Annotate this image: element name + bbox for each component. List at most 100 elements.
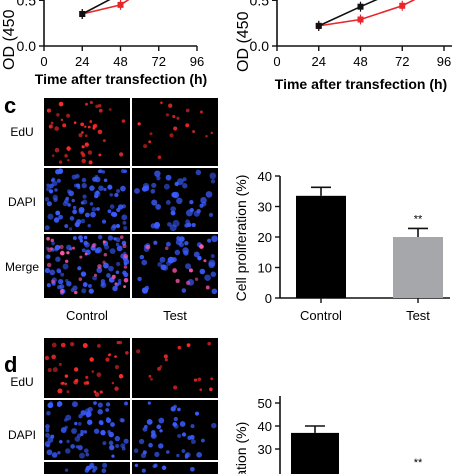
merge-test-pink-cell	[203, 259, 207, 263]
merge-test-cell	[165, 241, 171, 247]
merge-control-cell	[62, 263, 69, 270]
dapi-control-cell	[44, 197, 50, 202]
merge-test-cell	[141, 287, 149, 294]
d-edu-test-cell	[193, 378, 198, 382]
edu-control-cell	[102, 139, 106, 143]
merge-test-cell	[199, 268, 206, 275]
merge-control-cell	[77, 266, 82, 271]
merge-test-cell	[211, 288, 218, 295]
d-dapi-control-cell	[75, 445, 79, 449]
edu-test-cell	[172, 114, 176, 119]
merge-control-cell	[108, 265, 114, 272]
dapi-test-cell	[134, 188, 140, 194]
merge-control-pink-cell	[97, 264, 102, 269]
merge-control-cell	[81, 288, 87, 294]
merge-control-cell	[107, 235, 114, 241]
d-dapi-control-cell	[71, 401, 78, 408]
merge-test-pink-cell	[145, 244, 151, 250]
bar-d-ytick-label: 40	[258, 419, 272, 434]
edu-control-cell	[73, 121, 77, 124]
dapi-control-cell	[64, 224, 69, 228]
d-dapi-test-cell	[144, 424, 148, 429]
edu-control-cell	[54, 126, 60, 131]
merge-control-cell	[49, 269, 56, 276]
d-dapi-test-cell	[148, 442, 153, 448]
edu-control-cell	[81, 145, 85, 149]
edu-control-cell	[64, 154, 68, 158]
d-dapi-control-cell	[57, 451, 61, 455]
merge-test-pink-cell	[172, 268, 177, 273]
d-dapi-control-cell	[45, 428, 50, 433]
d-edu-control-cell	[57, 388, 63, 394]
d-merge-test-cell	[152, 464, 157, 469]
merge-test-cell	[207, 238, 212, 243]
row-label-merge-c: Merge	[5, 260, 39, 274]
d-dapi-control-cell	[108, 440, 114, 446]
dapi-test-cell	[184, 223, 189, 228]
merge-control-pink-cell	[84, 252, 88, 256]
dapi-control-cell	[89, 202, 94, 206]
merge-control-cell	[109, 278, 113, 282]
merge-control-cell	[46, 254, 51, 259]
d-edu-control-cell	[107, 353, 111, 357]
d-edu-test-cell	[209, 387, 213, 392]
merge-test-cell	[210, 253, 215, 259]
edu-control-cell	[58, 160, 63, 164]
dapi-test-cell	[174, 181, 179, 187]
d-dapi-test-cell	[196, 451, 202, 458]
merge-control-cell	[109, 248, 116, 255]
microscopy-grid-d: EdU DAPI	[8, 338, 218, 474]
merge-test-cell	[185, 263, 192, 270]
d-dapi-test-cell	[158, 417, 165, 424]
merge-control-pink-cell	[123, 265, 128, 269]
merge-test-pink-cell	[175, 278, 180, 283]
bar-d-ytick-label: 50	[258, 396, 272, 411]
d-edu-control-cell	[99, 390, 103, 394]
d-dapi-test-cell	[146, 419, 153, 425]
d-dapi-test-cell	[194, 411, 200, 416]
d-dapi-control-cell	[84, 448, 89, 454]
merge-control-pink-cell	[114, 282, 118, 286]
col-label-test-c: Test	[163, 308, 187, 323]
merge-control-cell	[117, 281, 122, 286]
d-dapi-control-cell	[108, 444, 115, 451]
merge-test-cell	[153, 240, 158, 245]
d-dapi-control-cell	[86, 414, 90, 418]
bar-d-ytick-label: 30	[258, 442, 272, 457]
d-dapi-test-cell	[173, 416, 178, 422]
merge-test-cell	[193, 251, 200, 258]
dapi-test-cell	[191, 222, 196, 228]
edu-control-cell	[89, 100, 93, 105]
dapi-test-cell	[151, 182, 157, 188]
dapi-test-cell	[154, 170, 161, 177]
d-edu-control-cell	[74, 378, 79, 383]
d-merge-control-cell	[101, 468, 107, 474]
edu-test-cell	[160, 101, 163, 104]
growth-right-xtick-label: 48	[353, 54, 367, 69]
edu-control-cell	[56, 113, 60, 117]
dapi-test-cell	[171, 192, 177, 198]
merge-control-cell	[113, 237, 117, 241]
panel-c-letter: c	[4, 93, 16, 118]
dapi-control-cell	[107, 209, 112, 214]
d-edu-test-cell	[207, 341, 211, 346]
dapi-control-cell	[116, 189, 121, 193]
growth-right-ytick-label: 0.5	[250, 0, 270, 8]
edu-test-cell	[199, 110, 203, 114]
dapi-control-cell	[71, 174, 77, 180]
merge-test-pink-cell	[199, 244, 204, 249]
dapi-test-cell	[205, 191, 213, 198]
bar-c-significance: **	[414, 213, 423, 225]
dapi-control-cell	[53, 217, 60, 223]
merge-control-cell	[70, 288, 75, 292]
dapi-control-cell	[55, 210, 61, 216]
edu-test-cell	[169, 133, 174, 138]
dapi-control-cell	[46, 186, 52, 192]
merge-control-cell	[72, 236, 77, 241]
dapi-control-cell	[101, 170, 106, 174]
merge-test-cell	[174, 249, 181, 256]
merge-control-cell	[80, 271, 87, 277]
bar-chart-c: Cell proliferation (%) 0 10 20 30 40 Control…	[233, 169, 450, 323]
dapi-control-cell	[122, 220, 127, 225]
